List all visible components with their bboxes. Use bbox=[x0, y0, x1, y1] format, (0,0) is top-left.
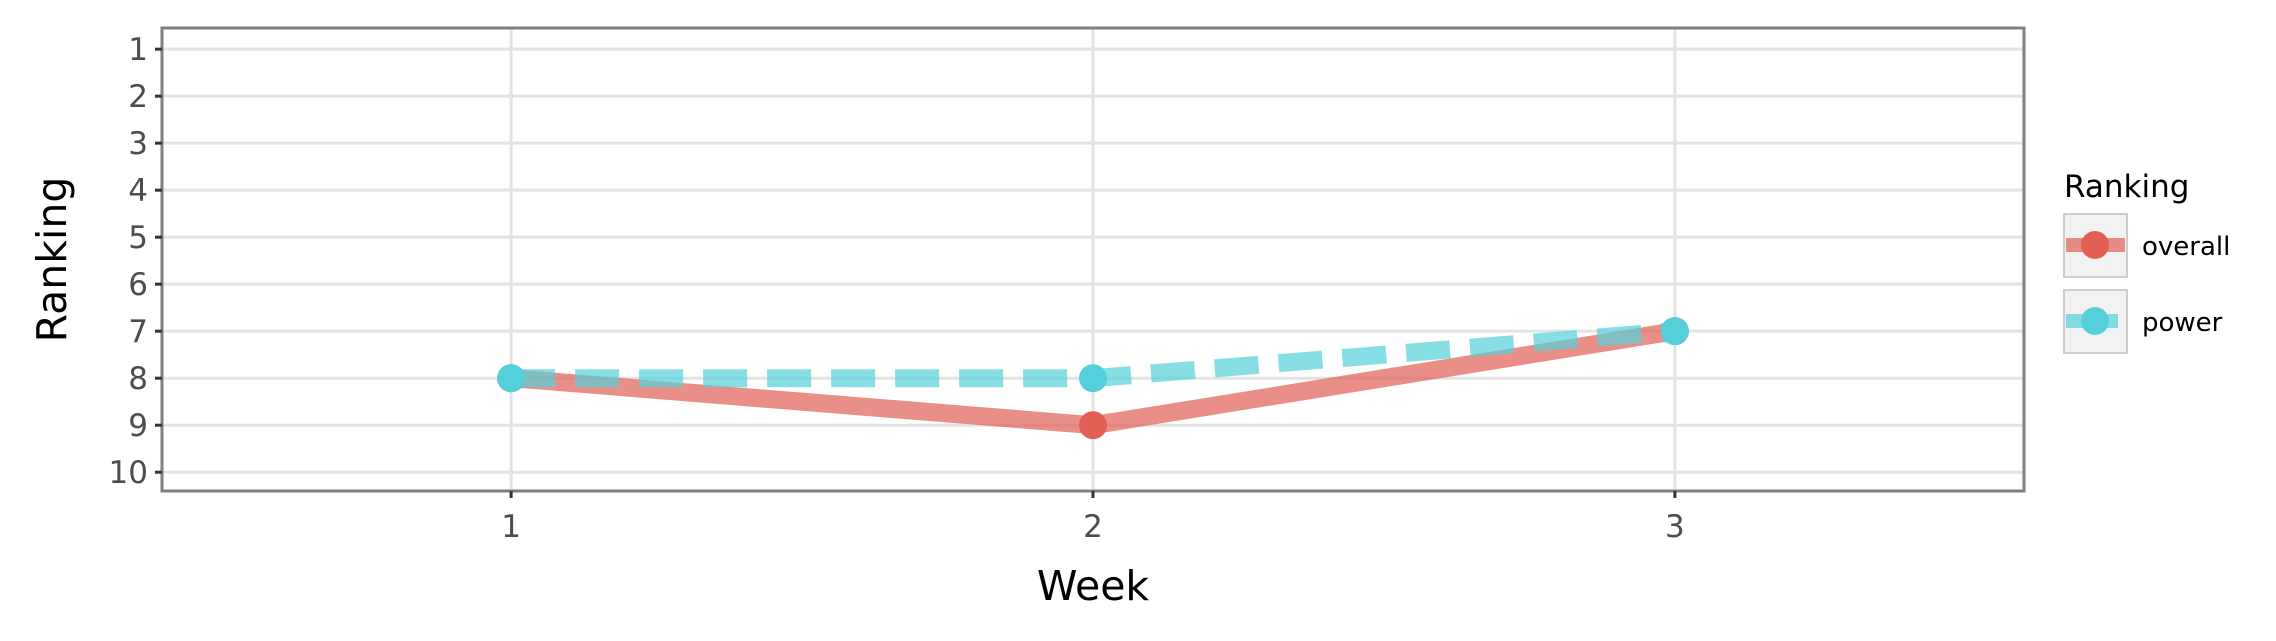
legend-label-overall: overall bbox=[2142, 232, 2230, 262]
y-tick-label: 5 bbox=[128, 220, 148, 256]
series-points bbox=[497, 317, 1689, 440]
legend-label-power: power bbox=[2142, 308, 2223, 338]
y-tick-label: 7 bbox=[128, 314, 148, 350]
y-tick-label: 9 bbox=[128, 408, 148, 444]
y-tick-label: 2 bbox=[128, 79, 148, 115]
y-tick-label: 10 bbox=[109, 455, 148, 491]
legend-marker-power bbox=[2081, 307, 2109, 335]
y-tick-label: 6 bbox=[128, 267, 148, 303]
y-tick-label: 8 bbox=[128, 361, 148, 397]
legend-title: Ranking bbox=[2064, 169, 2189, 205]
x-tick-label: 3 bbox=[1665, 509, 1685, 545]
legend: Ranking overall power bbox=[2063, 169, 2230, 354]
y-tick-label: 4 bbox=[128, 173, 148, 209]
data-point-power bbox=[1079, 364, 1107, 393]
x-axis: 1 2 3 bbox=[501, 491, 1685, 545]
x-tick-label: 2 bbox=[1083, 509, 1103, 545]
y-tick-label: 3 bbox=[128, 126, 148, 162]
y-tick-label: 1 bbox=[128, 32, 148, 68]
data-point-overall bbox=[1079, 411, 1107, 440]
y-axis: 1 2 3 4 5 6 7 8 9 10 bbox=[109, 32, 162, 491]
x-tick-label: 1 bbox=[501, 509, 521, 545]
y-axis-title: Ranking bbox=[28, 177, 76, 343]
x-axis-title: Week bbox=[1037, 562, 1150, 610]
grid-lines bbox=[162, 28, 2024, 491]
legend-marker-overall bbox=[2081, 231, 2109, 259]
data-point-power bbox=[1660, 317, 1689, 346]
data-point-power bbox=[497, 364, 526, 393]
